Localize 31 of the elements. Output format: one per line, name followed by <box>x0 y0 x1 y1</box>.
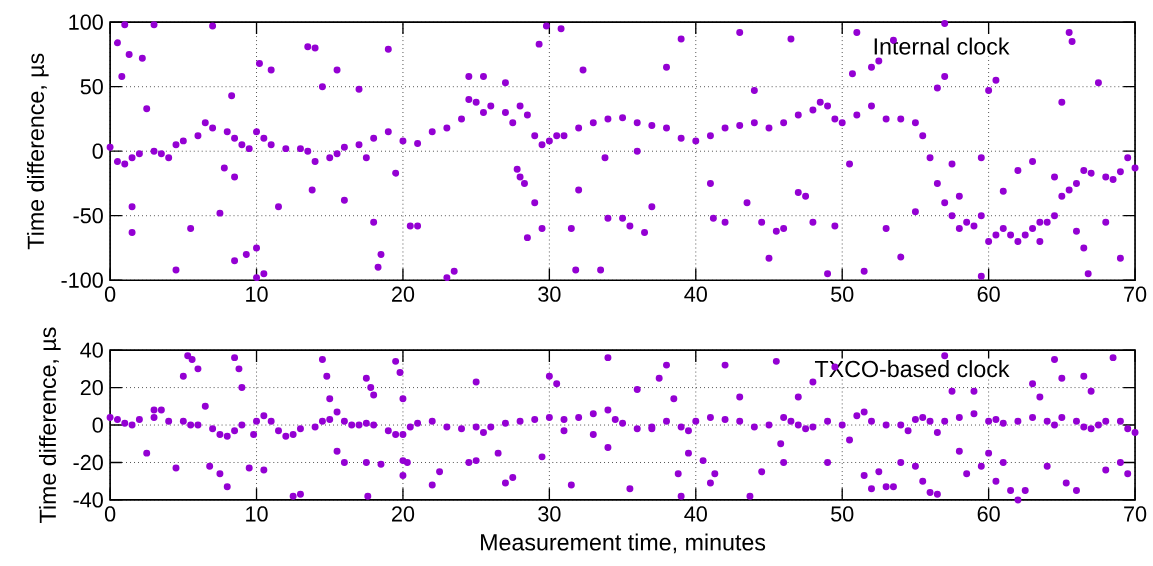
x-tick-label: 20 <box>392 286 415 302</box>
y-tick-label: 20 <box>80 379 103 396</box>
x-axis-title: Measurement time, minutes <box>481 533 766 554</box>
x-tick-label: 40 <box>684 506 707 522</box>
y-axis-title: Time difference, µs <box>26 53 49 250</box>
x-tick-label: 40 <box>684 286 707 302</box>
x-tick-label: 50 <box>831 286 854 302</box>
y-tick-label: 0 <box>92 143 103 159</box>
x-tick-label: 60 <box>977 286 1000 302</box>
x-tick-label: 60 <box>977 506 1000 522</box>
x-tick-label: 30 <box>538 506 561 522</box>
y-tick-label: -20 <box>73 454 103 471</box>
y-tick-label: 0 <box>92 417 103 433</box>
x-tick-label: 0 <box>104 506 116 522</box>
y-tick-label: -100 <box>61 272 103 288</box>
x-tick-label: 10 <box>246 506 268 522</box>
annotation: Internal clock <box>874 37 1010 55</box>
y-tick-label: 100 <box>69 14 103 30</box>
x-tick-label: 10 <box>246 286 268 302</box>
y-tick-label: 40 <box>80 342 103 358</box>
y-axis-title: Time difference, µs <box>38 327 61 523</box>
x-tick-label: 70 <box>1124 286 1147 302</box>
x-tick-label: 50 <box>831 506 854 522</box>
x-tick-label: 0 <box>104 286 116 302</box>
y-tick-label: 50 <box>80 79 103 95</box>
y-tick-label: -50 <box>73 208 103 224</box>
y-tick-label: -40 <box>73 492 103 508</box>
annotation: TXCO-based clock <box>814 360 1010 378</box>
x-tick-label: 30 <box>538 286 561 302</box>
x-tick-label: 70 <box>1124 506 1147 522</box>
x-tick-label: 20 <box>392 506 415 522</box>
